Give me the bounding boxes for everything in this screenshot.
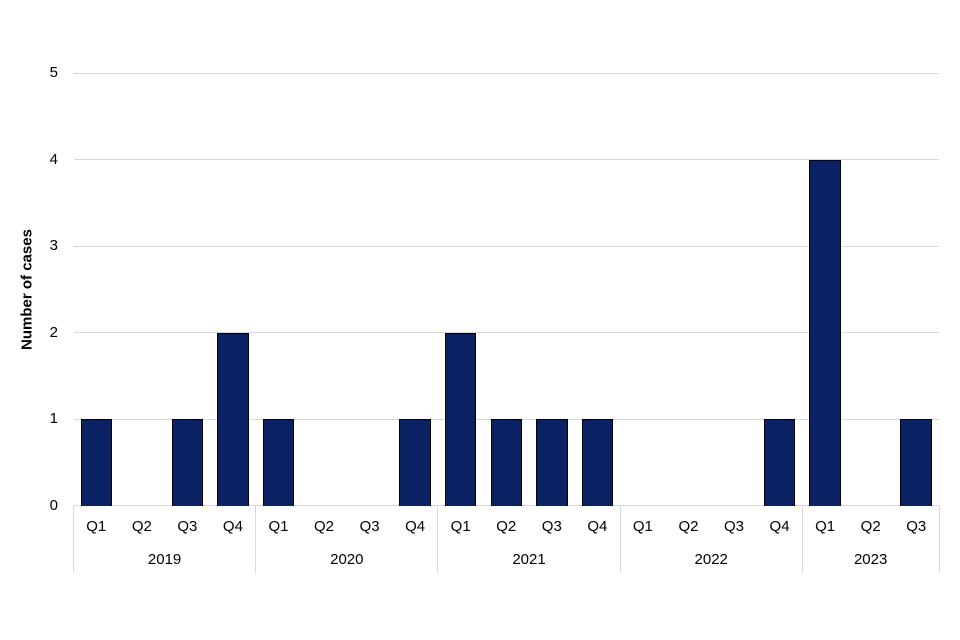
x-tick-label-2023-Q1: Q1 [815, 518, 836, 535]
year-group-divider-2022 [801, 505, 803, 573]
year-group-divider-2020 [437, 505, 439, 573]
bar-2021-Q2 [490, 419, 522, 506]
x-tick-label-2022-Q4: Q4 [769, 518, 790, 535]
gridline-2 [73, 332, 939, 333]
gridline-4 [73, 159, 939, 160]
y-tick-label-3: 3 [49, 237, 58, 254]
y-tick-label-5: 5 [49, 64, 58, 81]
x-tick-label-2023-Q3: Q3 [906, 518, 927, 535]
x-tick-label-2021-Q4: Q4 [587, 518, 608, 535]
x-tick-label-2022-Q3: Q3 [724, 518, 745, 535]
x-tick-label-2019-Q2: Q2 [131, 518, 152, 535]
y-axis-title: Number of cases [18, 229, 36, 350]
bar-2020-Q1 [262, 419, 295, 506]
x-tick-label-2019-Q3: Q3 [177, 518, 198, 535]
year-group-divider-2021 [619, 505, 621, 573]
x-tick-label-2020-Q4: Q4 [405, 518, 426, 535]
year-label-2021: 2021 [512, 551, 546, 568]
year-group-divider-2023 [938, 505, 940, 573]
bar-2021-Q3 [536, 419, 568, 506]
bar-2021-Q4 [581, 419, 614, 506]
year-label-2022: 2022 [694, 551, 728, 568]
year-label-2020: 2020 [330, 551, 364, 568]
y-tick-label-0: 0 [49, 496, 58, 514]
x-tick-label-2022-Q1: Q1 [632, 518, 653, 535]
bar-2020-Q4 [399, 419, 431, 506]
x-tick-label-2019-Q4: Q4 [222, 518, 243, 535]
x-tick-label-2021-Q1: Q1 [450, 518, 471, 535]
gridline-0 [73, 505, 939, 506]
category-area-left-border [73, 505, 74, 573]
y-tick-label-2: 2 [49, 323, 58, 341]
bar-2021-Q1 [444, 332, 477, 506]
x-tick-label-2020-Q1: Q1 [268, 518, 289, 535]
x-tick-label-2020-Q2: Q2 [314, 518, 335, 535]
x-tick-label-2020-Q3: Q3 [359, 518, 380, 535]
bar-2019-Q3 [171, 419, 204, 506]
y-tick-label-4: 4 [49, 150, 58, 168]
x-tick-label-2023-Q2: Q2 [860, 518, 881, 535]
bar-2019-Q4 [217, 332, 249, 506]
year-label-2019: 2019 [147, 551, 182, 568]
year-group-divider-2019 [255, 505, 257, 573]
gridline-3 [73, 245, 939, 247]
y-tick-label-1: 1 [49, 410, 58, 427]
x-tick-label-2021-Q2: Q2 [496, 518, 517, 535]
bar-2023-Q3 [900, 419, 932, 506]
gridline-5 [73, 72, 939, 74]
year-label-2023: 2023 [853, 551, 888, 568]
x-tick-label-2021-Q3: Q3 [541, 518, 562, 535]
x-tick-label-2022-Q2: Q2 [678, 518, 699, 535]
x-tick-label-2019-Q1: Q1 [86, 518, 107, 535]
bar-2022-Q4 [763, 419, 796, 506]
bar-2023-Q1 [809, 159, 841, 506]
bar-2019-Q1 [80, 419, 113, 506]
